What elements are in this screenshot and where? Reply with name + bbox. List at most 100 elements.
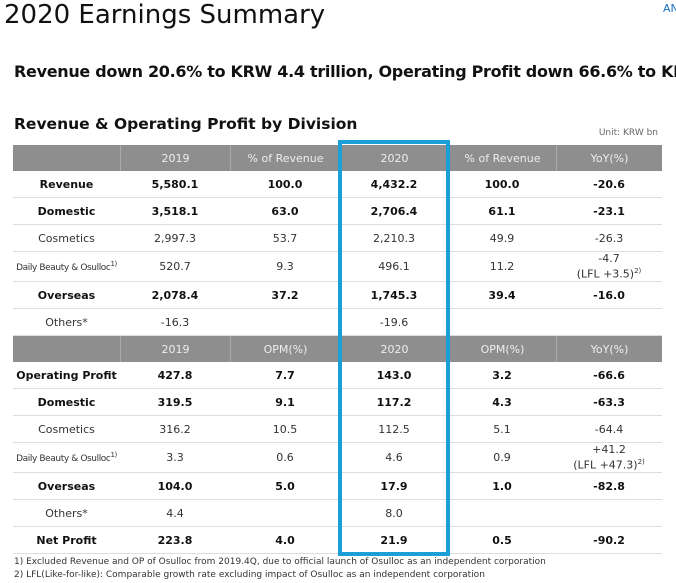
cell-value: -20.6 xyxy=(593,177,625,191)
cell-value: 39.4 xyxy=(488,288,516,302)
cell-value: 3,518.1 xyxy=(151,204,199,218)
cell-value: 520.7 xyxy=(159,260,191,273)
cell-value: -16.3 xyxy=(160,315,190,329)
table-cell: 10.5 xyxy=(230,416,340,443)
footnote-mark: 1) xyxy=(110,451,117,459)
unit: Unit: KRW bn xyxy=(598,128,658,138)
header-cell: OPM(%) xyxy=(448,336,556,362)
table-cell: 1,745.3 xyxy=(340,282,448,309)
table-cell: 17.9 xyxy=(340,473,448,500)
row-label: Net Profit xyxy=(36,533,97,547)
cell-value: -19.6 xyxy=(379,315,409,329)
cell-value: -16.0 xyxy=(593,288,625,302)
label-line: Daily Beauty & Osulloc1) xyxy=(16,449,117,466)
table-cell xyxy=(556,309,662,336)
cell-value: -26.3 xyxy=(594,231,624,245)
table-cell xyxy=(556,500,662,527)
table-cell xyxy=(230,500,340,527)
table-cell: 427.8 xyxy=(120,362,230,389)
table-cell: Operating Profit xyxy=(13,362,120,389)
header-cell: % of Revenue xyxy=(230,145,340,171)
table-cell: -16.3 xyxy=(120,309,230,336)
table-cell xyxy=(448,500,556,527)
table-cell: 2,210.3 xyxy=(340,225,448,252)
footnote-mark: 1) xyxy=(110,260,117,268)
lfl-value: (LFL +47.3) xyxy=(573,458,638,472)
lfl-value: (LFL +3.5) xyxy=(576,267,635,281)
cell-value: 49.9 xyxy=(489,231,515,245)
row-label: Daily Beauty & Osulloc xyxy=(16,454,111,464)
table-cell: Revenue xyxy=(13,171,120,198)
table-cell: -82.8 xyxy=(556,473,662,500)
label-line: Daily Beauty & Osulloc1) xyxy=(16,258,117,275)
table-title: Revenue & Operating Profit by Division xyxy=(14,115,358,133)
table-cell xyxy=(230,309,340,336)
table-cell: 520.7 xyxy=(120,252,230,282)
cell-value: 2,706.4 xyxy=(370,204,418,218)
cell-value: 21.9 xyxy=(380,533,408,547)
table-cell: 3,518.1 xyxy=(120,198,230,225)
table-cell: 53.7 xyxy=(230,225,340,252)
cell-value: 100.0 xyxy=(484,177,520,191)
cell-value: -82.8 xyxy=(593,479,625,493)
cell-value: 4.0 xyxy=(275,533,295,547)
table-cell: 100.0 xyxy=(448,171,556,198)
table-cell: Daily Beauty & Osulloc1) xyxy=(13,252,120,282)
table-cell: Daily Beauty & Osulloc1) xyxy=(13,443,120,473)
table-cell: 496.1 xyxy=(340,252,448,282)
table-cell: 319.5 xyxy=(120,389,230,416)
table-cell: 3.3 xyxy=(120,443,230,473)
header-cell xyxy=(13,145,120,171)
lfl-line: (LFL +3.5)2) xyxy=(577,265,642,281)
table-cell: 9.1 xyxy=(230,389,340,416)
cell-value: 2,997.3 xyxy=(154,231,196,245)
row-label: Cosmetics xyxy=(38,422,95,436)
cell-value: 427.8 xyxy=(157,368,193,382)
table-cell: 223.8 xyxy=(120,527,230,554)
yoy-value: +41.2 xyxy=(592,443,626,457)
table-cell: 4.6 xyxy=(340,443,448,473)
table-cell xyxy=(448,309,556,336)
table-cell: 4.3 xyxy=(448,389,556,416)
table-cell: Cosmetics xyxy=(13,225,120,252)
header-cell: 2020 xyxy=(340,336,448,362)
cell-value: 10.5 xyxy=(272,422,298,436)
table-cell: 117.2 xyxy=(340,389,448,416)
table-cell: 4,432.2 xyxy=(340,171,448,198)
table-cell: 5,580.1 xyxy=(120,171,230,198)
header-cell xyxy=(13,336,120,362)
cell-value: -90.2 xyxy=(593,533,625,547)
table-cell: 1.0 xyxy=(448,473,556,500)
table-cell: -16.0 xyxy=(556,282,662,309)
logo: AN xyxy=(663,2,676,15)
table-cell: 5.0 xyxy=(230,473,340,500)
header-cell: YoY(%) xyxy=(556,145,662,171)
table-cell: 8.0 xyxy=(340,500,448,527)
header-cell: 2020 xyxy=(340,145,448,171)
cell-value: 0.5 xyxy=(492,533,512,547)
table-cell: 39.4 xyxy=(448,282,556,309)
header-cell: % of Revenue xyxy=(448,145,556,171)
footnote-mark: 2) xyxy=(637,458,645,467)
cell-value: 5.1 xyxy=(493,422,511,436)
footnote: 2) LFL(Like-for-like): Comparable growth… xyxy=(14,570,485,580)
table-cell: 11.2 xyxy=(448,252,556,282)
header-cell: YoY(%) xyxy=(556,336,662,362)
cell-value: 2,210.3 xyxy=(373,231,415,245)
cell-value: 1.0 xyxy=(492,479,512,493)
page-title: 2020 Earnings Summary xyxy=(4,0,326,30)
table-cell: Others* xyxy=(13,309,120,336)
table-cell: 0.5 xyxy=(448,527,556,554)
header-cell: 2019 xyxy=(120,336,230,362)
table-cell: Overseas xyxy=(13,473,120,500)
row-label: Cosmetics xyxy=(38,231,95,245)
cell-value: 2,078.4 xyxy=(151,288,199,302)
footnote: 1) Excluded Revenue and OP of Osulloc fr… xyxy=(14,557,546,567)
cell-value: 7.7 xyxy=(275,368,295,382)
table-cell: 104.0 xyxy=(120,473,230,500)
table-cell: Domestic xyxy=(13,389,120,416)
cell-value: -63.3 xyxy=(593,395,625,409)
cell-value: 319.5 xyxy=(157,395,193,409)
cell-value: 61.1 xyxy=(488,204,516,218)
table-cell: 0.6 xyxy=(230,443,340,473)
